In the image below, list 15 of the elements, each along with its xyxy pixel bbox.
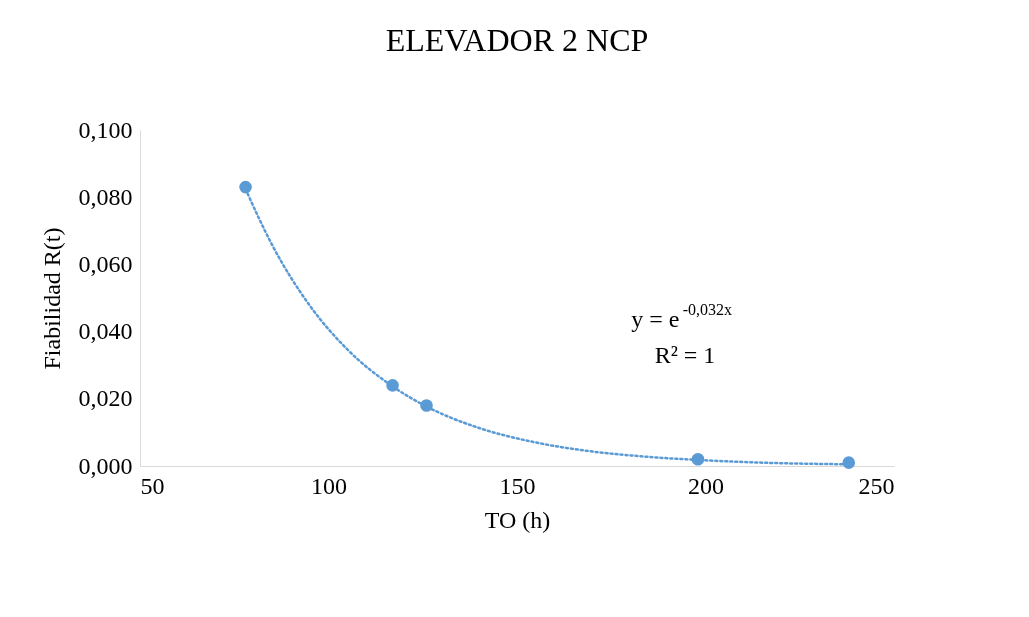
y-tick-label: 0,020 xyxy=(78,385,133,412)
y-tick-label: 0,000 xyxy=(78,452,133,479)
y-tick-label: 0,100 xyxy=(78,116,133,143)
y-tick-label: 0,060 xyxy=(78,250,133,277)
chart-title: ELEVADOR 2 NCP xyxy=(385,22,649,58)
y-tick-label: 0,040 xyxy=(78,318,133,345)
x-tick-label: 150 xyxy=(499,472,536,499)
y-tick-label: 0,080 xyxy=(78,183,133,210)
x-tick-label: 100 xyxy=(311,472,347,499)
y-axis-title: Fiabilidad R(t) xyxy=(38,227,65,370)
x-tick-label: 200 xyxy=(688,472,724,499)
annotation: R² = 1 xyxy=(654,342,716,368)
x-tick-label: 50 xyxy=(140,472,165,499)
x-axis-title: TO (h) xyxy=(484,506,551,533)
x-tick-label: 250 xyxy=(858,472,895,499)
